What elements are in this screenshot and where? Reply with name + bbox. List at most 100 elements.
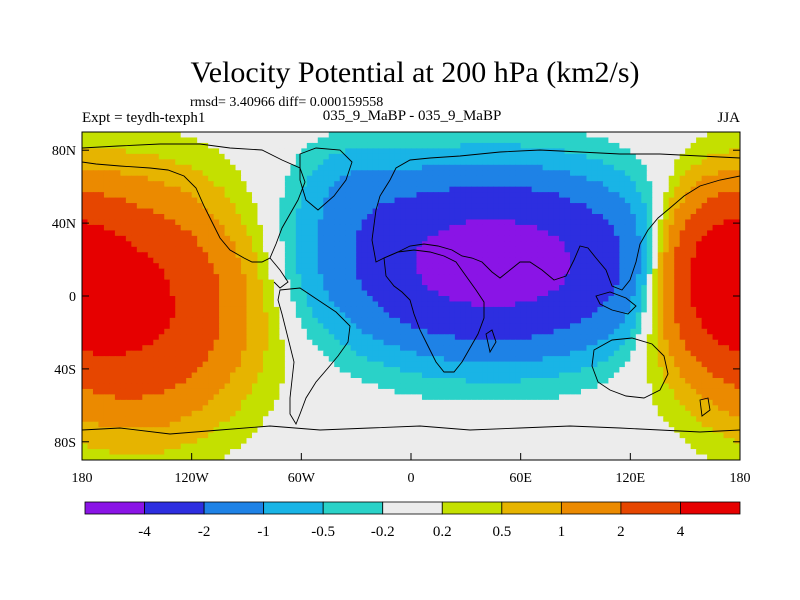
field-cell — [537, 263, 544, 270]
field-cell — [646, 279, 653, 286]
field-cell — [290, 170, 297, 177]
field-cell — [602, 148, 609, 155]
field-cell — [131, 208, 138, 215]
field-cell — [427, 328, 434, 335]
field-cell — [580, 235, 588, 242]
field-cell — [158, 164, 165, 171]
field-cell — [668, 208, 675, 215]
field-cell — [323, 186, 330, 193]
field-cell — [241, 296, 248, 303]
field-cell — [707, 224, 714, 231]
field-cell — [92, 323, 100, 330]
field-cell — [597, 274, 604, 281]
field-cell — [186, 306, 193, 313]
field-cell — [586, 317, 593, 324]
field-cell — [471, 312, 478, 319]
field-cell — [92, 296, 100, 303]
field-cell — [328, 317, 335, 324]
field-cell — [175, 252, 182, 259]
field-cell — [411, 164, 418, 171]
field-cell — [339, 208, 346, 215]
field-cell — [421, 350, 429, 357]
field-cell — [674, 263, 681, 270]
field-cell — [191, 252, 198, 259]
field-cell — [575, 219, 582, 226]
field-cell — [175, 317, 182, 324]
field-cell — [142, 263, 149, 270]
field-cell — [526, 235, 533, 242]
field-cell — [597, 345, 604, 352]
field-cell — [602, 219, 609, 226]
field-cell — [586, 285, 593, 292]
field-cell — [542, 345, 549, 352]
field-cell — [443, 285, 450, 292]
field-cell — [553, 230, 560, 237]
field-cell — [169, 230, 176, 237]
field-cell — [405, 153, 412, 160]
field-cell — [734, 142, 740, 149]
field-cell — [520, 241, 527, 248]
field-cell — [421, 345, 429, 352]
field-cell — [147, 219, 154, 226]
field-cell — [268, 241, 275, 248]
field-cell — [328, 274, 335, 281]
field-cell — [158, 214, 165, 221]
field-cell — [509, 290, 516, 297]
field-cell — [729, 230, 736, 237]
field-cell — [219, 356, 226, 363]
field-cell — [98, 241, 105, 248]
field-cell — [685, 263, 692, 270]
field-cell — [383, 181, 390, 188]
field-cell — [416, 323, 423, 330]
field-cell — [235, 175, 242, 182]
field-cell — [438, 164, 445, 171]
field-cell — [383, 153, 390, 160]
field-cell — [427, 268, 434, 275]
field-cell — [191, 235, 198, 242]
field-cell — [421, 181, 429, 188]
field-cell — [487, 345, 494, 352]
field-cell — [498, 274, 505, 281]
field-cell — [197, 323, 204, 330]
field-cell — [432, 142, 440, 149]
field-cell — [542, 230, 549, 237]
field-cell — [696, 235, 703, 242]
field-cell — [613, 208, 620, 215]
field-cell — [306, 252, 313, 259]
field-cell — [416, 345, 423, 352]
field-cell — [438, 142, 445, 149]
field-cell — [334, 323, 341, 330]
field-cell — [613, 290, 620, 297]
field-cell — [701, 153, 708, 160]
field-cell — [103, 274, 111, 281]
field-cell — [432, 208, 440, 215]
field-cell — [482, 246, 489, 253]
field-cell — [498, 224, 505, 231]
field-cell — [482, 268, 489, 275]
field-cell — [641, 170, 648, 177]
field-cell — [696, 153, 703, 160]
field-cell — [268, 312, 275, 319]
field-cell — [652, 317, 659, 324]
field-cell — [619, 203, 626, 210]
field-cell — [92, 317, 100, 324]
field-cell — [723, 224, 730, 231]
field-cell — [602, 197, 609, 204]
field-cell — [712, 203, 719, 210]
field-cell — [526, 186, 533, 193]
field-cell — [268, 192, 275, 199]
field-cell — [657, 339, 664, 346]
field-cell — [465, 334, 472, 341]
field-cell — [191, 345, 198, 352]
field-cell — [679, 285, 686, 292]
field-cell — [411, 175, 418, 182]
field-cell — [317, 197, 324, 204]
field-cell — [109, 274, 116, 281]
field-cell — [635, 148, 642, 155]
field-cell — [389, 214, 396, 221]
field-cell — [641, 159, 648, 166]
season-label: JJA — [717, 110, 740, 126]
field-cell — [383, 323, 390, 330]
field-cell — [180, 334, 187, 341]
